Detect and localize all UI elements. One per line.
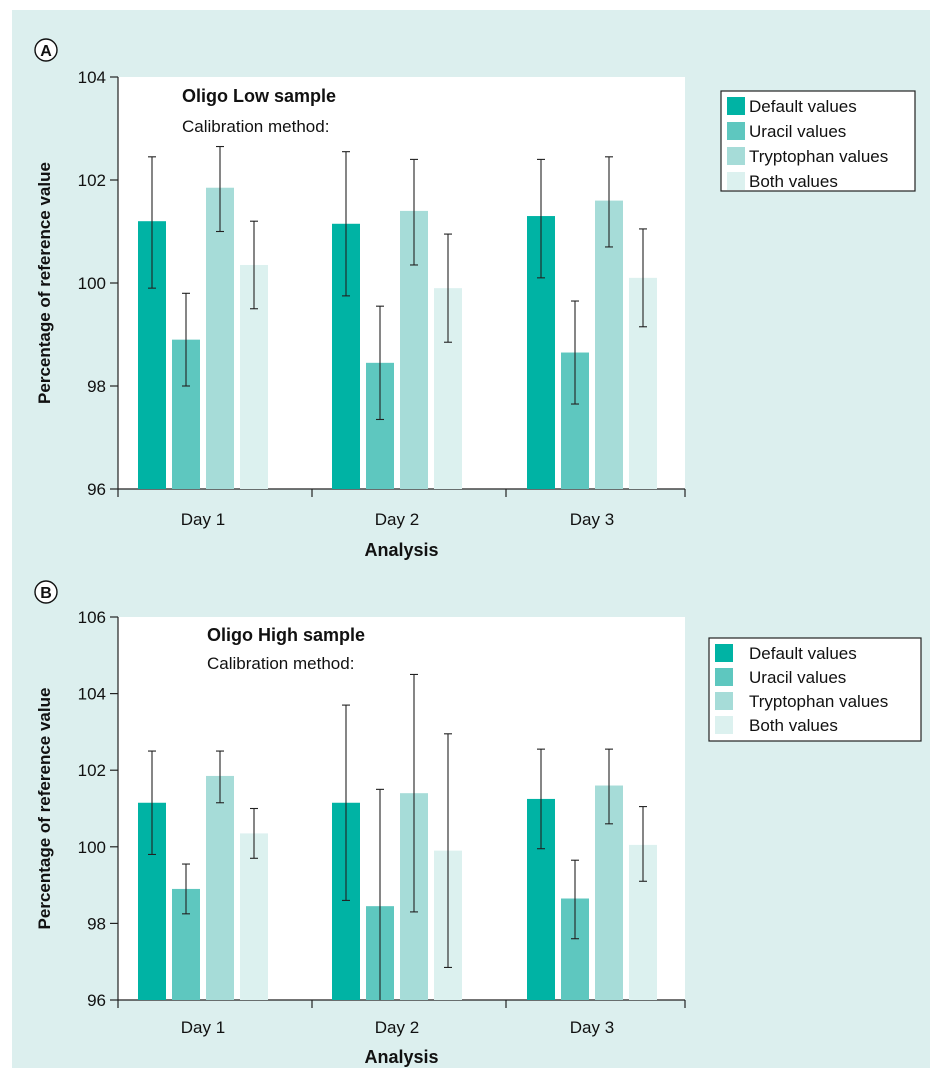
y-tick-label: 98 bbox=[87, 914, 106, 933]
error-bar bbox=[410, 158, 418, 266]
legend-label: Both values bbox=[749, 172, 838, 191]
y-tick-label: 96 bbox=[87, 991, 106, 1010]
error-bar bbox=[444, 233, 452, 343]
panel-label-circle bbox=[34, 38, 58, 62]
legend-swatch bbox=[715, 692, 733, 710]
legend-box bbox=[708, 637, 922, 742]
legend-box bbox=[720, 90, 916, 192]
bar bbox=[206, 775, 234, 1000]
legend-label: Default values bbox=[749, 97, 857, 116]
x-tick-label: Day 3 bbox=[570, 1018, 614, 1037]
y-tick-label: 98 bbox=[87, 377, 106, 396]
x-axis-label: Analysis bbox=[364, 1047, 438, 1067]
error-bar bbox=[342, 151, 350, 297]
legend-swatch bbox=[715, 644, 733, 662]
error-bar bbox=[216, 145, 224, 233]
error-bar bbox=[250, 220, 258, 310]
error-bar bbox=[148, 750, 156, 856]
y-tick-label: 102 bbox=[78, 761, 106, 780]
y-tick-label: 100 bbox=[78, 838, 106, 857]
y-tick-label: 102 bbox=[78, 171, 106, 190]
error-bar bbox=[376, 305, 384, 421]
y-tick-label: 104 bbox=[78, 685, 106, 704]
error-bar bbox=[571, 300, 579, 405]
error-bar bbox=[605, 748, 613, 825]
legend-swatch bbox=[727, 147, 745, 165]
x-tick-label: Day 2 bbox=[375, 1018, 419, 1037]
error-bar bbox=[148, 156, 156, 289]
error-bar bbox=[182, 863, 190, 915]
error-bar bbox=[342, 704, 350, 901]
legend-label: Tryptophan values bbox=[749, 692, 888, 711]
legend-swatch bbox=[727, 97, 745, 115]
legend-swatch bbox=[715, 668, 733, 686]
error-bar bbox=[376, 788, 384, 1000]
legend-label: Tryptophan values bbox=[749, 147, 888, 166]
error-bar bbox=[444, 733, 452, 968]
error-bar bbox=[250, 807, 258, 859]
legend: Default values Uracil values Tryptophan va… bbox=[720, 90, 916, 192]
legend-label: Both values bbox=[749, 716, 838, 735]
legend: Default values Uracil values Tryptophan va… bbox=[708, 637, 922, 742]
chart-subtitle: Calibration method: bbox=[207, 654, 354, 673]
legend-label: Default values bbox=[749, 644, 857, 663]
chart-panel-a: 96 98 100 102 104 Day 1 Day 2 Day 3 Oligo Low sa… bbox=[34, 38, 916, 560]
error-bar bbox=[182, 292, 190, 387]
error-bar bbox=[605, 156, 613, 248]
bar bbox=[595, 200, 623, 489]
x-tick-label: Day 2 bbox=[375, 510, 419, 529]
legend-label: Uracil values bbox=[749, 122, 846, 141]
chart-subtitle: Calibration method: bbox=[182, 117, 329, 136]
panel-label: A bbox=[40, 43, 52, 60]
y-tick-label: 100 bbox=[78, 274, 106, 293]
y-tick-label: 106 bbox=[78, 608, 106, 627]
error-bar bbox=[216, 750, 224, 804]
x-tick-label: Day 3 bbox=[570, 510, 614, 529]
x-tick-label: Day 1 bbox=[181, 510, 225, 529]
error-bar bbox=[571, 859, 579, 940]
error-bar bbox=[537, 158, 545, 279]
x-tick-label: Day 1 bbox=[181, 1018, 225, 1037]
legend-swatch bbox=[715, 716, 733, 734]
error-bar bbox=[410, 673, 418, 913]
error-bar bbox=[537, 748, 545, 850]
legend-swatch bbox=[727, 172, 745, 190]
bar bbox=[240, 833, 268, 1000]
panel-label-circle bbox=[34, 580, 58, 604]
y-tick-label: 104 bbox=[78, 68, 106, 87]
chart-title: Oligo Low sample bbox=[182, 86, 336, 106]
y-axis-label: Percentage of reference value bbox=[35, 688, 54, 930]
chart-panel-b: 96 98 100 102 104 106 Day 1 Day 2 Day 3 Oligo Hig… bbox=[34, 580, 922, 1067]
bar bbox=[206, 187, 234, 489]
legend-swatch bbox=[727, 122, 745, 140]
error-bar bbox=[639, 228, 647, 328]
x-axis-label: Analysis bbox=[364, 540, 438, 560]
y-tick-label: 96 bbox=[87, 480, 106, 499]
error-bar bbox=[639, 806, 647, 882]
chart-title: Oligo High sample bbox=[207, 625, 365, 645]
y-axis-label: Percentage of reference value bbox=[35, 162, 54, 404]
legend-label: Uracil values bbox=[749, 668, 846, 687]
panel-label: B bbox=[40, 585, 52, 602]
